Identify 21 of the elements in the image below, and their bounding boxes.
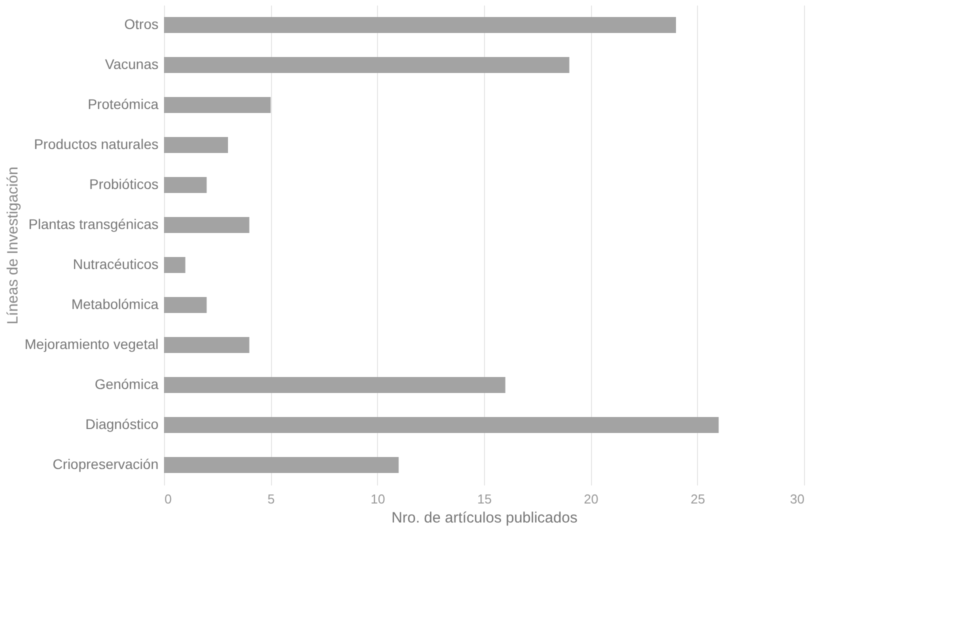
x-axis-title: Nro. de artículos publicados — [392, 510, 578, 526]
x-tick-label: 10 — [370, 492, 386, 506]
y-tick-label: Criopreservación — [52, 456, 158, 472]
x-tick-label: 25 — [690, 492, 706, 506]
x-tick-label: 20 — [584, 492, 598, 506]
y-tick-label: Productos naturales — [34, 136, 158, 152]
x-tick-label: 0 — [164, 492, 172, 506]
x-tick-label: 15 — [477, 492, 492, 506]
y-tick-label: Metabolómica — [71, 296, 159, 312]
x-tick-label: 30 — [790, 492, 804, 506]
y-axis-title: Líneas de Investigación — [4, 166, 22, 324]
y-tick-label: Probióticos — [89, 176, 158, 192]
y-tick-label: Plantas transgénicas — [28, 216, 158, 232]
y-tick-label: Genómica — [94, 376, 159, 392]
y-tick-label: Otros — [124, 16, 158, 32]
y-tick-label: Mejoramiento vegetal — [24, 336, 158, 352]
y-tick-label: Nutracéuticos — [72, 256, 158, 272]
y-tick-label: Vacunas — [105, 56, 158, 72]
x-tick-label: 5 — [268, 492, 275, 506]
y-tick-label: Proteómica — [88, 96, 159, 112]
y-tick-label: Diagnóstico — [85, 416, 159, 432]
